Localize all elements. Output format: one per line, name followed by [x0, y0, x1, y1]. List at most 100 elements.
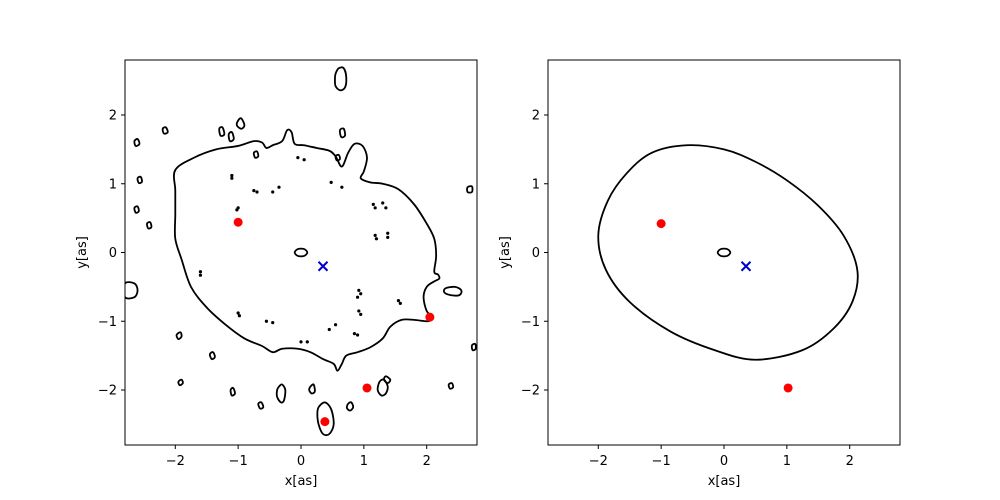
left-source-marker: [317, 261, 329, 272]
left-x-tick-label: −1: [229, 454, 248, 469]
left-contour-dot: [296, 156, 300, 160]
left-contour-island: [146, 221, 153, 230]
left-plot-area: [125, 66, 477, 437]
right-x-tick-label: 0: [720, 454, 728, 469]
left-contour-dot: [236, 311, 240, 315]
left-contour-dot: [357, 288, 361, 292]
left-x-tick-label: 2: [423, 454, 431, 469]
left-contour-dot: [235, 208, 239, 212]
left-image-point: [320, 417, 330, 427]
right-x-tick-label: 1: [783, 454, 791, 469]
left-contour-island: [383, 375, 392, 385]
left-contour-dot: [230, 173, 234, 178]
right-y-tick-label: 2: [532, 109, 540, 124]
right-panel: x[as] y[as] −2 −1 0 1 2 −2 −1 0 1 2: [498, 59, 901, 489]
left-contour-dot: [198, 273, 203, 277]
left-contour-island: [218, 126, 226, 137]
left-contour-island: [161, 126, 169, 135]
right-y-axis-label: y[as]: [498, 236, 513, 269]
left-x-tick-label: 0: [297, 454, 305, 469]
left-image-point: [425, 312, 435, 322]
left-contour-dot: [355, 333, 360, 337]
right-x-tick-label: −2: [589, 454, 608, 469]
left-contour-dot: [327, 327, 331, 332]
right-image-point: [656, 219, 666, 229]
left-y-tick-label: 2: [109, 109, 117, 124]
left-contour-island: [136, 175, 143, 185]
left-contour-island: [125, 281, 139, 300]
left-contour-dot: [374, 237, 379, 241]
left-contour-dot: [230, 176, 234, 180]
left-contour-dot: [302, 158, 306, 162]
left-contour-dot: [371, 202, 375, 206]
left-image-point: [233, 217, 243, 227]
left-contour-dot: [386, 231, 390, 235]
left-contour-island: [447, 382, 455, 390]
left-contour-dot: [352, 332, 357, 336]
left-contour-dot: [271, 321, 275, 325]
left-contour-island: [334, 153, 341, 162]
left-contour-dot: [237, 314, 241, 318]
left-x-axis-label: x[as]: [285, 474, 318, 489]
left-contour-island: [338, 127, 347, 139]
left-contour-island: [133, 138, 141, 147]
left-contour-dot: [340, 185, 344, 189]
left-contour-dot: [373, 233, 377, 237]
left-contour-dot: [333, 323, 338, 327]
right-contour-island: [716, 247, 732, 258]
left-contour-dot: [255, 190, 259, 194]
left-contour-dot: [357, 309, 361, 313]
left-contour-dot: [355, 295, 360, 299]
left-contour-dot: [299, 340, 303, 344]
left-contour-island: [227, 131, 235, 143]
left-x-tick-label: 1: [360, 454, 368, 469]
left-contour-island: [229, 386, 236, 397]
left-panel: x[as] y[as] −2 −1 0 1 2 −2 −1 0 1 2: [75, 59, 478, 489]
left-contour-dot: [277, 185, 281, 189]
right-y-tick-label: 0: [532, 246, 540, 261]
left-y-tick-label: −2: [98, 384, 117, 399]
left-contour-island: [208, 351, 216, 361]
left-contour-dot: [329, 180, 333, 184]
left-contour-island: [308, 383, 316, 395]
left-contour-island: [252, 150, 260, 159]
left-contour-island: [293, 247, 309, 258]
left-contour-island: [275, 383, 287, 404]
left-y-axis-label: y[as]: [75, 236, 90, 269]
left-contour-dot: [359, 292, 363, 296]
left-contour-dot: [359, 312, 363, 316]
left-contour-dot: [305, 340, 309, 344]
left-contour-dot: [386, 235, 390, 239]
right-x-tick-label: 2: [846, 454, 854, 469]
right-plot-area: [597, 144, 859, 393]
left-contour-dot: [396, 299, 401, 303]
right-x-axis-label: x[as]: [708, 474, 741, 489]
left-contour-island: [257, 401, 265, 410]
left-contour-dot: [381, 201, 385, 205]
left-contour-dot: [373, 206, 377, 210]
left-contour-dot: [384, 206, 388, 210]
left-y-tick-label: 1: [109, 177, 117, 192]
left-critical-curve: [173, 128, 441, 372]
left-contour-island: [334, 66, 348, 92]
right-critical-curve: [597, 144, 859, 361]
left-contour-island: [133, 205, 140, 214]
left-contour-island: [470, 342, 477, 352]
left-contour-dot: [252, 189, 256, 193]
left-y-tick-label: 0: [109, 246, 117, 261]
right-x-tick-label: −1: [652, 454, 671, 469]
left-contour-dot: [264, 319, 269, 323]
left-x-tick-label: −2: [166, 454, 185, 469]
left-contour-island: [177, 378, 184, 387]
left-contour-island: [235, 117, 246, 130]
left-image-point: [362, 383, 372, 393]
left-contour-island: [316, 401, 335, 437]
right-source-marker: [740, 261, 752, 272]
right-y-tick-label: −2: [521, 384, 540, 399]
left-contour-island: [466, 185, 474, 194]
left-contour-dot: [198, 270, 203, 274]
left-contour-island: [442, 285, 463, 297]
left-contour-island: [345, 401, 355, 412]
